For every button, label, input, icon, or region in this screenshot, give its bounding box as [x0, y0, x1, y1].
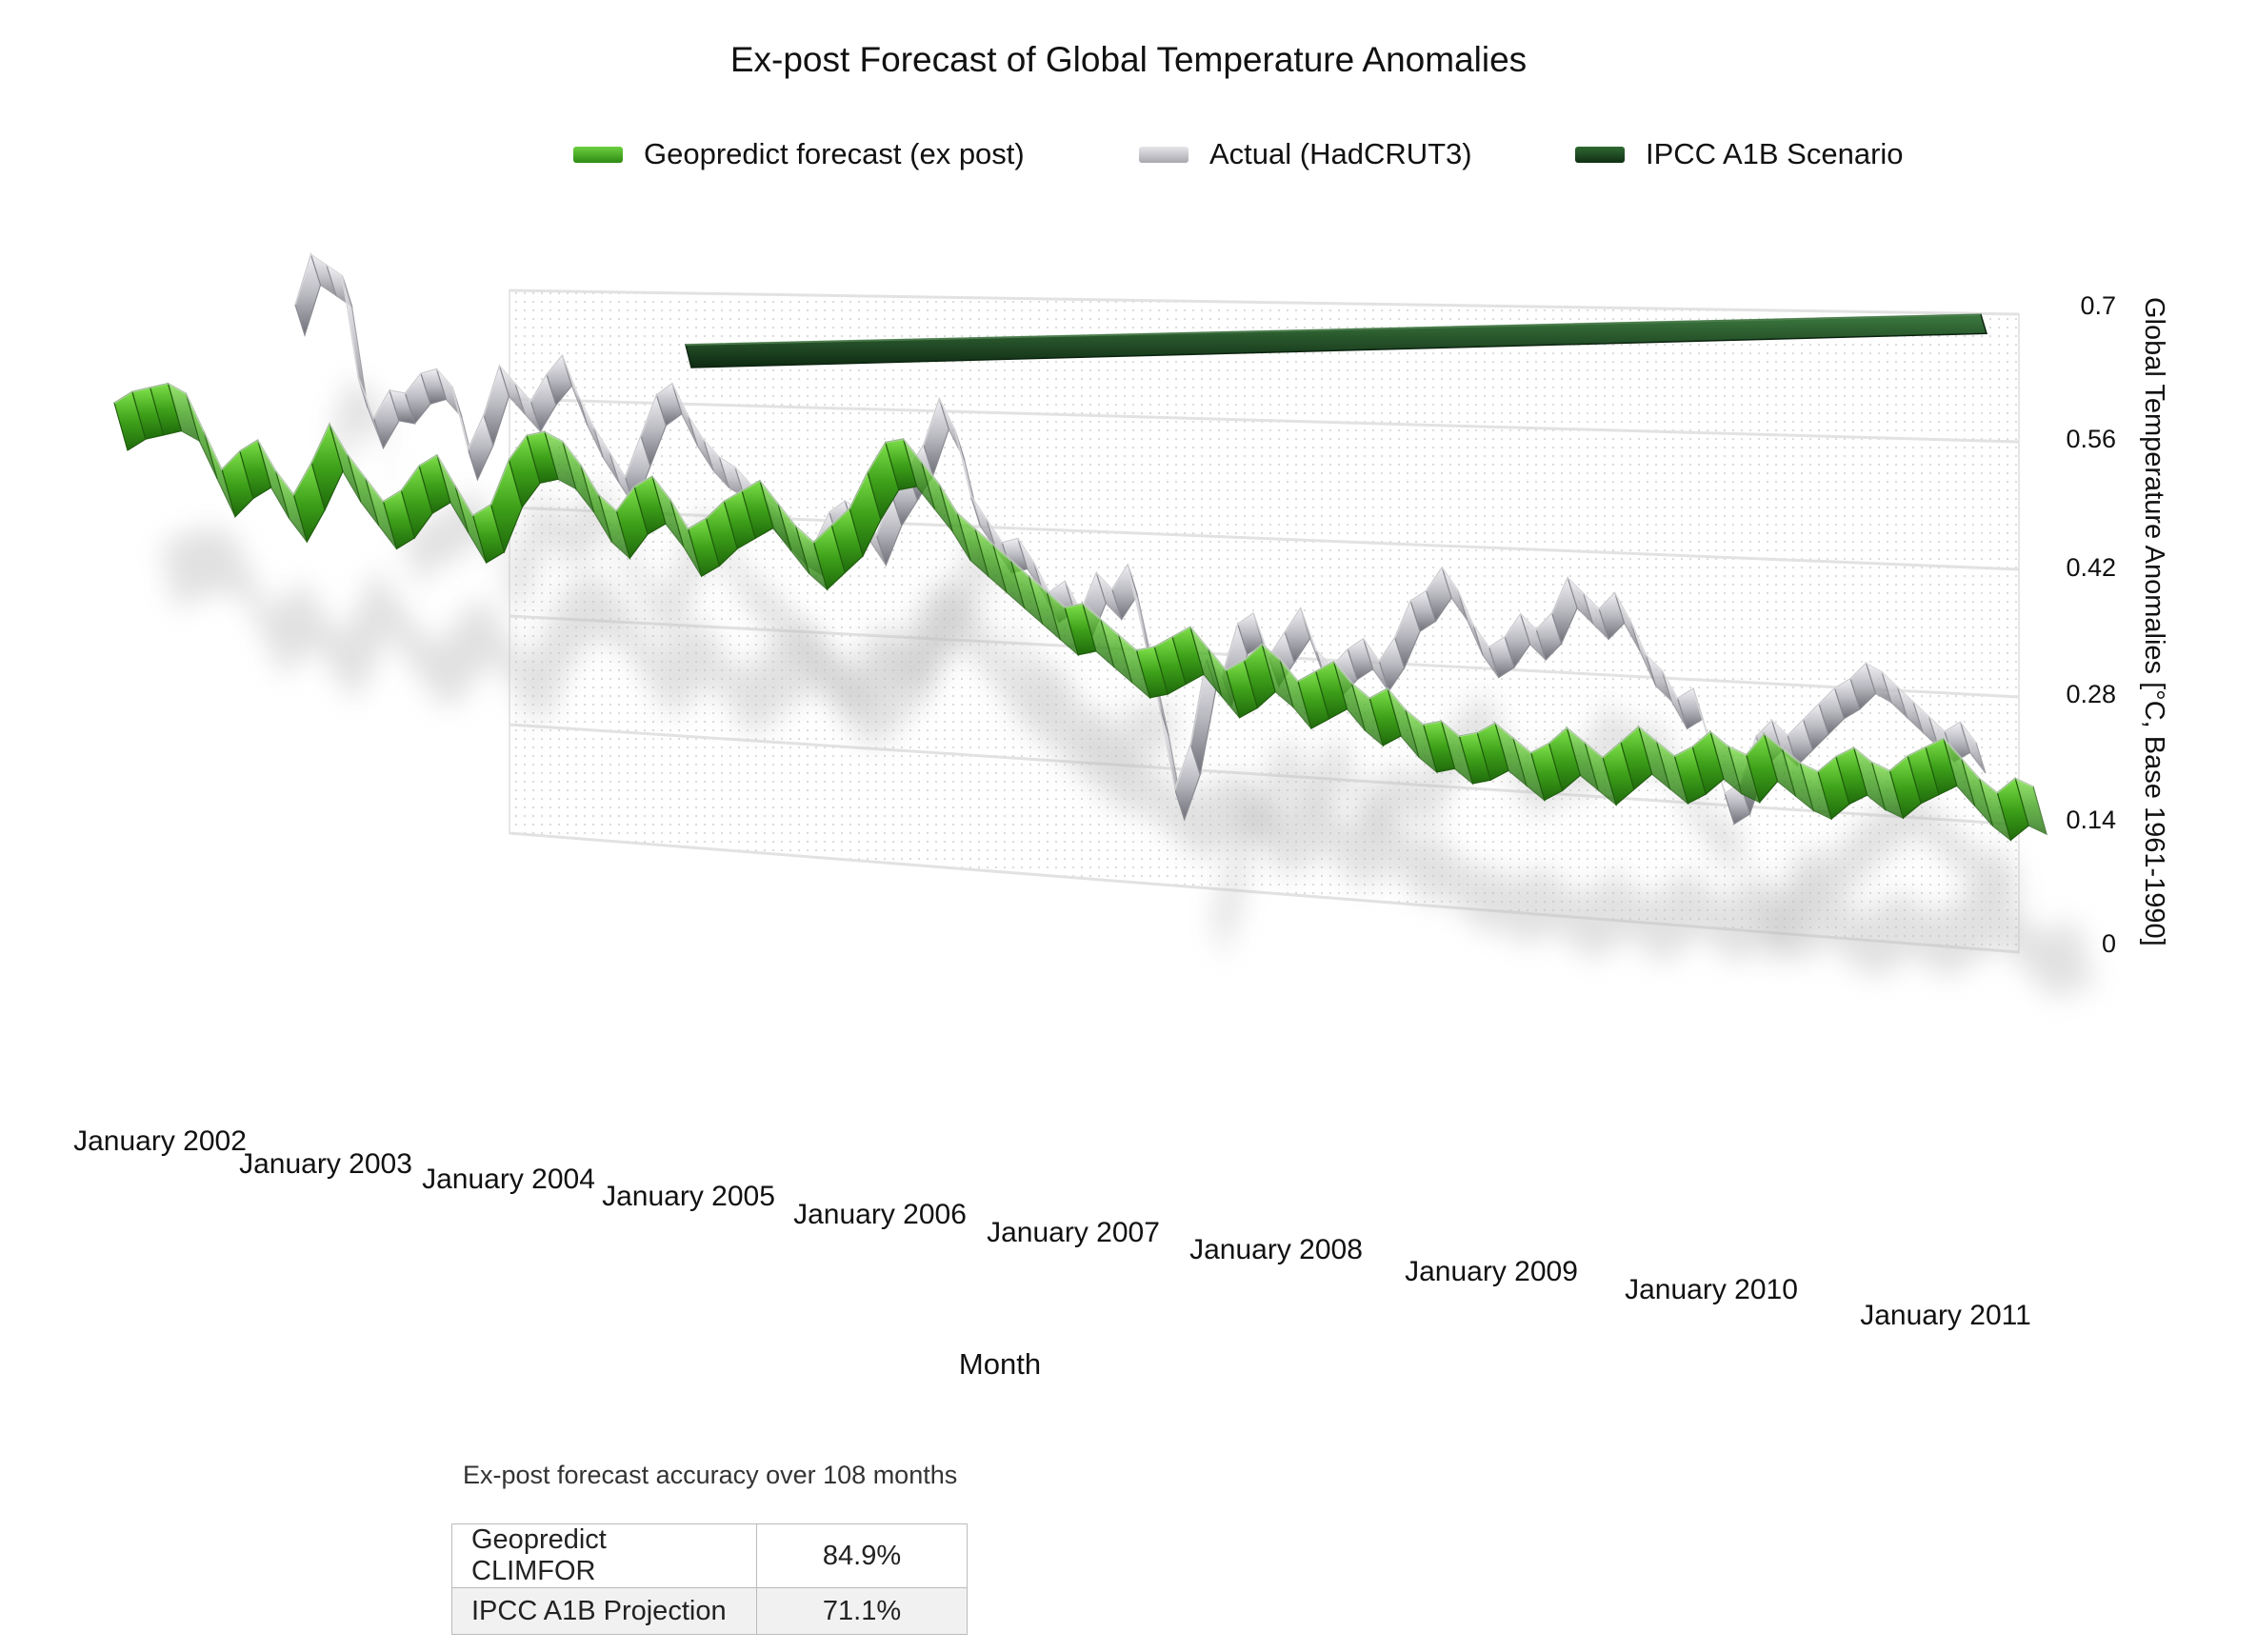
series-ipcc [685, 313, 1988, 368]
y-tick-label: 0.42 [2066, 553, 2116, 582]
table-cell-value: 84.9% [756, 1523, 968, 1588]
x-tick-label: January 2009 [1405, 1256, 1578, 1287]
x-tick-label: January 2011 [1860, 1300, 2031, 1331]
gridline [509, 289, 2020, 316]
series-geopredict [113, 382, 2047, 842]
series-highlight [294, 252, 1977, 795]
y-tick-label: 0.28 [2066, 680, 2116, 708]
x-tick-label: January 2007 [987, 1217, 1160, 1248]
table-cell-label: IPCC A1B Projection [451, 1587, 757, 1635]
accuracy-table: Geopredict CLIMFOR 84.9% IPCC A1B Projec… [451, 1523, 968, 1635]
y-axis-ticks: 0.7 0.56 0.42 0.28 0.14 0 [2066, 291, 2116, 958]
series-layer [113, 252, 2047, 842]
x-axis-label: Month [958, 1347, 1042, 1381]
legend-swatch-dark-green [1575, 146, 1625, 163]
series-shadow [162, 526, 2094, 1001]
series-highlight [113, 382, 2034, 794]
x-tick-label: January 2003 [239, 1148, 412, 1180]
table-row: Geopredict CLIMFOR 84.9% [451, 1523, 968, 1588]
legend-label: Geopredict forecast (ex post) [644, 137, 1025, 170]
gridline [509, 723, 2020, 826]
x-tick-label: January 2005 [602, 1181, 775, 1212]
legend-label: IPCC A1B Scenario [1646, 137, 1904, 170]
x-tick-label: January 2002 [73, 1125, 247, 1157]
legend-item-actual[interactable]: Actual (HadCRUT3) [1139, 135, 1472, 173]
x-tick-label: January 2010 [1625, 1274, 1798, 1305]
table-cell-value: 71.1% [756, 1587, 968, 1635]
chart-title: Ex-post Forecast of Global Temperature A… [729, 40, 1528, 79]
y-tick-label: 0.14 [2066, 806, 2116, 834]
legend-item-ipcc[interactable]: IPCC A1B Scenario [1575, 135, 1904, 173]
series-shadows [162, 378, 2094, 1001]
gridline [509, 397, 2020, 444]
table-row: IPCC A1B Projection 71.1% [451, 1587, 968, 1635]
legend-swatch-gray [1139, 146, 1188, 163]
legend-item-geopredict[interactable]: Geopredict forecast (ex post) [573, 135, 1025, 173]
y-axis-label: Global Temperature Anomalies [°C, Base 1… [2139, 297, 2169, 946]
accuracy-caption: Ex-post forecast accuracy over 108 month… [463, 1461, 958, 1489]
y-tick-label: 0 [2102, 929, 2116, 958]
x-tick-label: January 2006 [793, 1199, 967, 1230]
x-tick-label: January 2004 [422, 1164, 595, 1195]
x-tick-label: January 2008 [1189, 1234, 1363, 1265]
legend: Geopredict forecast (ex post) Actual (Ha… [0, 135, 2257, 173]
y-tick-label: 0.7 [2080, 291, 2116, 320]
back-wall [509, 289, 2020, 954]
ipcc-highlight [685, 313, 1982, 346]
table-cell-label: Geopredict CLIMFOR [451, 1523, 757, 1588]
legend-swatch-green [573, 146, 623, 163]
y-tick-label: 0.56 [2066, 425, 2116, 453]
legend-label: Actual (HadCRUT3) [1209, 137, 1472, 170]
